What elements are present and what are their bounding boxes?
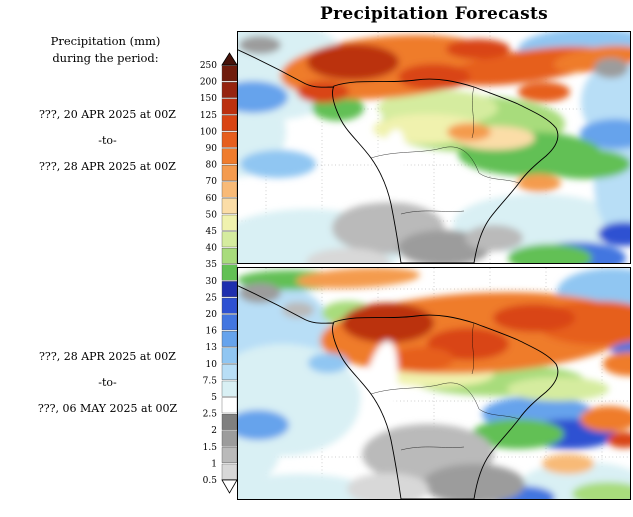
legend-header-line1: Precipitation (mm) [50,34,161,48]
map-panel-bottom [237,267,631,500]
period-1-start: ???, 20 APR 2025 at 00Z [39,108,176,121]
svg-text:90: 90 [206,144,218,154]
period-1-separator: -to- [98,134,117,147]
period-2-start: ???, 28 APR 2025 at 00Z [39,350,176,363]
svg-text:1: 1 [211,459,217,469]
svg-text:150: 150 [200,94,217,104]
svg-text:40: 40 [206,244,218,254]
svg-text:7.5: 7.5 [203,376,218,386]
period-1-end: ???, 28 APR 2025 at 00Z [39,160,176,173]
legend-header-line2: during the period: [52,51,159,65]
svg-text:70: 70 [206,177,218,187]
period-1-dates: ???, 20 APR 2025 at 00Z -to- ???, 28 APR… [10,108,205,186]
svg-text:5: 5 [211,393,217,403]
map-panel-top [237,31,631,264]
svg-text:100: 100 [200,127,217,137]
period-2-forecast-map [238,268,630,499]
svg-text:50: 50 [206,210,218,220]
svg-text:25: 25 [206,293,218,303]
period-1-forecast-map [238,32,630,263]
svg-text:2.5: 2.5 [203,410,218,420]
svg-text:200: 200 [200,78,217,88]
period-2-separator: -to- [98,376,117,389]
page-title: Precipitation Forecasts [319,4,549,24]
svg-text:30: 30 [206,277,218,287]
svg-text:16: 16 [206,327,218,337]
svg-text:13: 13 [206,343,218,353]
period-2-end: ???, 06 MAY 2025 at 00Z [37,402,178,415]
svg-text:80: 80 [206,161,218,171]
colorbar-legend: 2502001501251009080706050454035302520161… [200,52,238,494]
svg-text:35: 35 [206,260,218,270]
svg-text:0.5: 0.5 [203,476,218,486]
svg-text:1.5: 1.5 [203,443,218,453]
period-2-dates: ???, 28 APR 2025 at 00Z -to- ???, 06 MAY… [10,350,205,428]
svg-text:250: 250 [200,61,217,71]
svg-text:10: 10 [206,360,218,370]
svg-text:125: 125 [200,111,217,121]
svg-text:45: 45 [206,227,218,237]
svg-text:60: 60 [206,194,218,204]
svg-text:20: 20 [206,310,218,320]
legend-header: Precipitation (mm) during the period: [18,33,193,67]
svg-text:2: 2 [211,426,217,436]
